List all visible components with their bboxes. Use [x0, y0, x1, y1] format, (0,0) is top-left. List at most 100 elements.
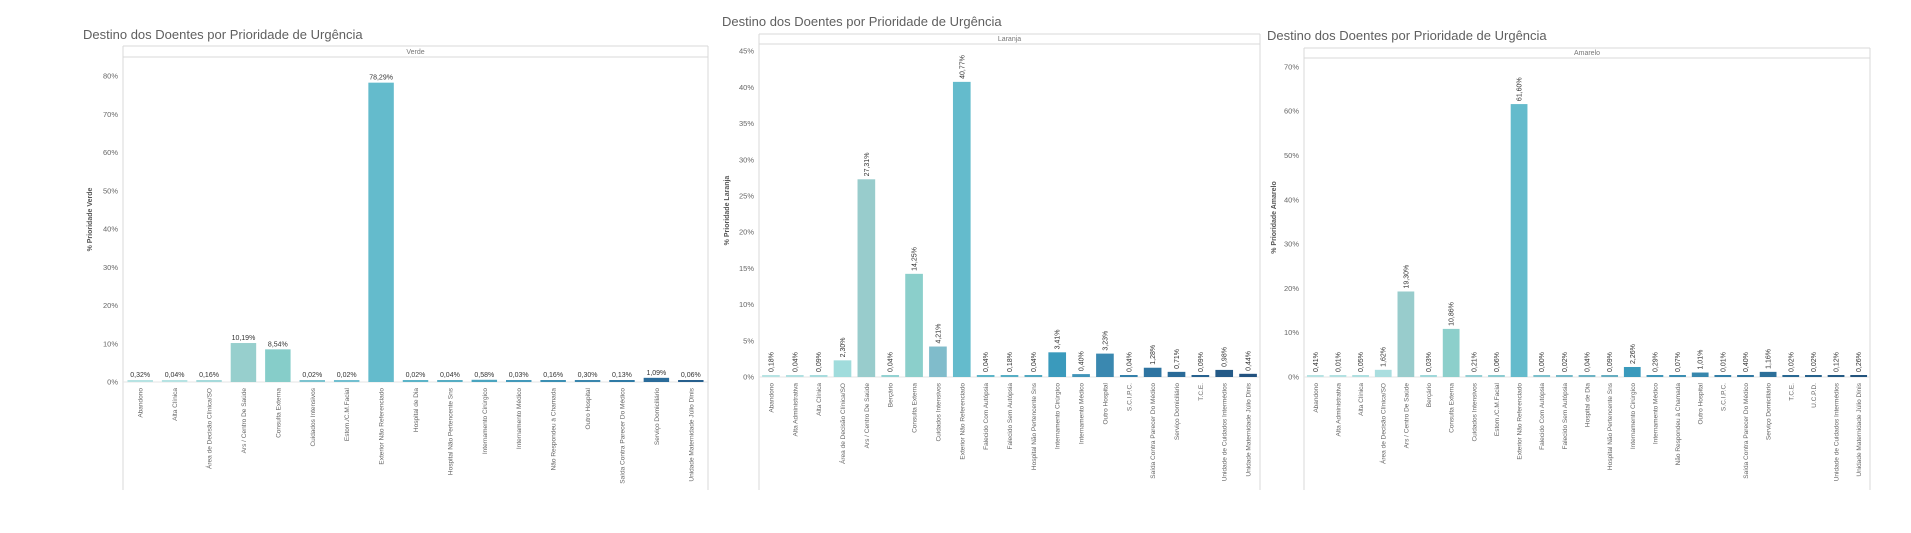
data-label: 0,06%	[681, 372, 701, 379]
bar-saida-contra-parecer-do-medico	[609, 380, 635, 382]
data-label: 0,98%	[1222, 347, 1229, 367]
data-label: 0,07%	[1675, 352, 1682, 372]
bar-consulta-externa	[265, 349, 291, 382]
y-tick-label: 10%	[739, 300, 754, 309]
data-label: 0,02%	[337, 372, 357, 379]
x-tick-label: Exterior Não Referenciado	[959, 383, 966, 460]
bar-exterior-nao-referenciado	[952, 81, 971, 377]
bar-hospital-nao-pertencente-sns	[437, 380, 463, 382]
bar-falecido-com-autopsia	[976, 375, 995, 377]
y-tick-label: 80%	[103, 72, 118, 81]
bar-area-de-decisao-clinica-so	[1374, 369, 1392, 377]
data-label: 0,09%	[816, 352, 823, 372]
bar-unidade-maternidade-julio-dinis	[1239, 373, 1257, 377]
y-tick-label: 5%	[743, 336, 754, 345]
x-tick-label: Outro Hospital	[1102, 382, 1109, 424]
bar-ars-centro-de-saude	[857, 179, 876, 377]
data-label: 0,44%	[1246, 351, 1253, 371]
x-tick-label: Internamento Médico	[516, 388, 523, 449]
x-tick-label: Exterior Não Referenciado	[379, 388, 386, 465]
y-tick-label: 35%	[739, 119, 754, 128]
data-label: 0,05%	[1358, 352, 1365, 372]
data-label: 0,16%	[199, 372, 219, 379]
data-label: 10,86%	[1449, 302, 1456, 326]
bar-outro-hospital	[1096, 353, 1114, 377]
x-tick-label: Exterior Não Referenciado	[1517, 383, 1524, 460]
x-tick-label: Hospital Não Pertencente Sns	[1031, 382, 1038, 470]
bar-internamento-medico	[506, 380, 532, 382]
data-label: 3,41%	[1055, 329, 1062, 349]
y-tick-label: 10%	[103, 339, 118, 348]
bar-internamento-cirurgico	[1048, 352, 1067, 377]
x-tick-label: Consulta Externa	[275, 388, 282, 438]
x-tick-label: Internamento Médico	[1079, 383, 1086, 444]
bar-chart-laranja: Laranja 0% 5% 10% 15% 20% 25% 30% 35% 40% 45% % Pri…	[724, 33, 1261, 490]
data-label: 0,02%	[302, 372, 322, 379]
facet-header: Laranja	[998, 36, 1021, 43]
x-tick-label: S.C.I.P.C.	[1720, 383, 1727, 411]
x-tick-label: Unidade de Cuidados Intermédios	[1834, 382, 1841, 481]
data-label: 0,06%	[1494, 352, 1501, 372]
x-tick-label: Estom./C.M.Facial	[344, 387, 351, 441]
data-label: 0,04%	[165, 372, 185, 379]
y-tick-label: 0%	[743, 373, 754, 382]
bar-cuidados-intensivos	[1465, 375, 1483, 377]
y-tick-label: 50%	[1284, 151, 1299, 160]
chart-title: Destino dos Doentes por Prioridade de Ur…	[83, 27, 363, 42]
x-tick-label: Unidade Maternidade Júlio Dinis	[688, 387, 695, 481]
data-label: 0,18%	[768, 352, 775, 372]
data-label: 0,03%	[1426, 352, 1433, 372]
x-tick-label: Falecido Com Autópsia	[1539, 383, 1546, 450]
data-label: 0,00%	[1539, 352, 1546, 372]
y-axis-title: % Prioridade Laranja	[724, 176, 731, 246]
x-tick-label: Alta Administrativa	[1335, 383, 1342, 437]
x-tick-label: Estom./C.M.Facial	[1494, 382, 1501, 436]
y-tick-label: 45%	[739, 47, 754, 56]
bar-cuidados-intensivos	[929, 346, 947, 377]
chart-title: Destino dos Doentes por Prioridade de Ur…	[1267, 28, 1547, 43]
data-label: 0,04%	[1126, 352, 1133, 372]
x-tick-label: Hospital Não Pertencente Sns	[1607, 382, 1614, 470]
bar-area-de-decisao-clinica-so	[196, 380, 222, 382]
x-tick-label: U.C.P.D.	[1811, 383, 1818, 408]
bar-exterior-nao-referenciado	[1510, 104, 1528, 378]
bar-exterior-nao-referenciado	[368, 82, 394, 382]
bar-saida-contra-parecer-do-medico	[1143, 367, 1162, 377]
data-label: 78,29%	[369, 75, 393, 82]
bar-unidade-de-cuidados-intermedios	[1827, 375, 1845, 377]
data-label: 0,04%	[983, 352, 990, 372]
bar-abandono	[127, 380, 153, 382]
x-tick-label: Não Respondeu à Chamada	[1675, 383, 1682, 466]
facet-header: Amarelo	[1574, 50, 1600, 57]
y-tick-label: 70%	[103, 110, 118, 119]
x-tick-label: Internamento Cirúrgico	[482, 388, 489, 454]
x-tick-label: Alta Administrativa	[792, 383, 799, 437]
chart-title: Destino dos Doentes por Prioridade de Ur…	[722, 14, 1002, 29]
bar-outro-hospital	[574, 380, 601, 382]
bar-alta-administrativa	[785, 375, 804, 377]
data-label: 0,09%	[1198, 352, 1205, 372]
x-tick-label: Cuidados Intensivos	[1471, 382, 1478, 441]
bar-ars-centro-de-saude	[230, 343, 257, 382]
bar-s-c-i-p-c	[1119, 375, 1138, 377]
x-tick-label: Saída Contra Parecer Do Médico	[1743, 383, 1750, 479]
bar-ars-centro-de-saude	[1397, 291, 1415, 377]
data-label: 1,09%	[646, 370, 666, 377]
data-label: 0,01%	[1335, 352, 1342, 372]
data-label: 0,03%	[509, 372, 529, 379]
x-tick-label: Ars / Centro De Saúde	[1403, 383, 1410, 449]
y-tick-label: 40%	[1284, 195, 1299, 204]
y-tick-label: 20%	[1284, 284, 1299, 293]
data-label: 0,02%	[1562, 352, 1569, 372]
x-tick-label: Saída Contra Parecer Do Médico	[619, 388, 626, 484]
data-label: 0,26%	[1856, 352, 1863, 372]
data-label: 0,40%	[1743, 352, 1750, 372]
bar-alta-clinica	[1352, 375, 1369, 377]
bar-internamento-cirurgico	[1623, 366, 1641, 377]
x-tick-label: Falecido Sem Autópsia	[1562, 383, 1569, 450]
y-tick-label: 20%	[103, 301, 118, 310]
bar-chart-amarelo: Amarelo 0% 10% 20% 30% 40% 50% 60% 70% % Priorida…	[1271, 47, 1871, 490]
x-tick-label: Abandono	[138, 388, 145, 418]
data-label: 0,02%	[406, 372, 426, 379]
y-axis-title: % Prioridade Amarelo	[1271, 181, 1278, 254]
